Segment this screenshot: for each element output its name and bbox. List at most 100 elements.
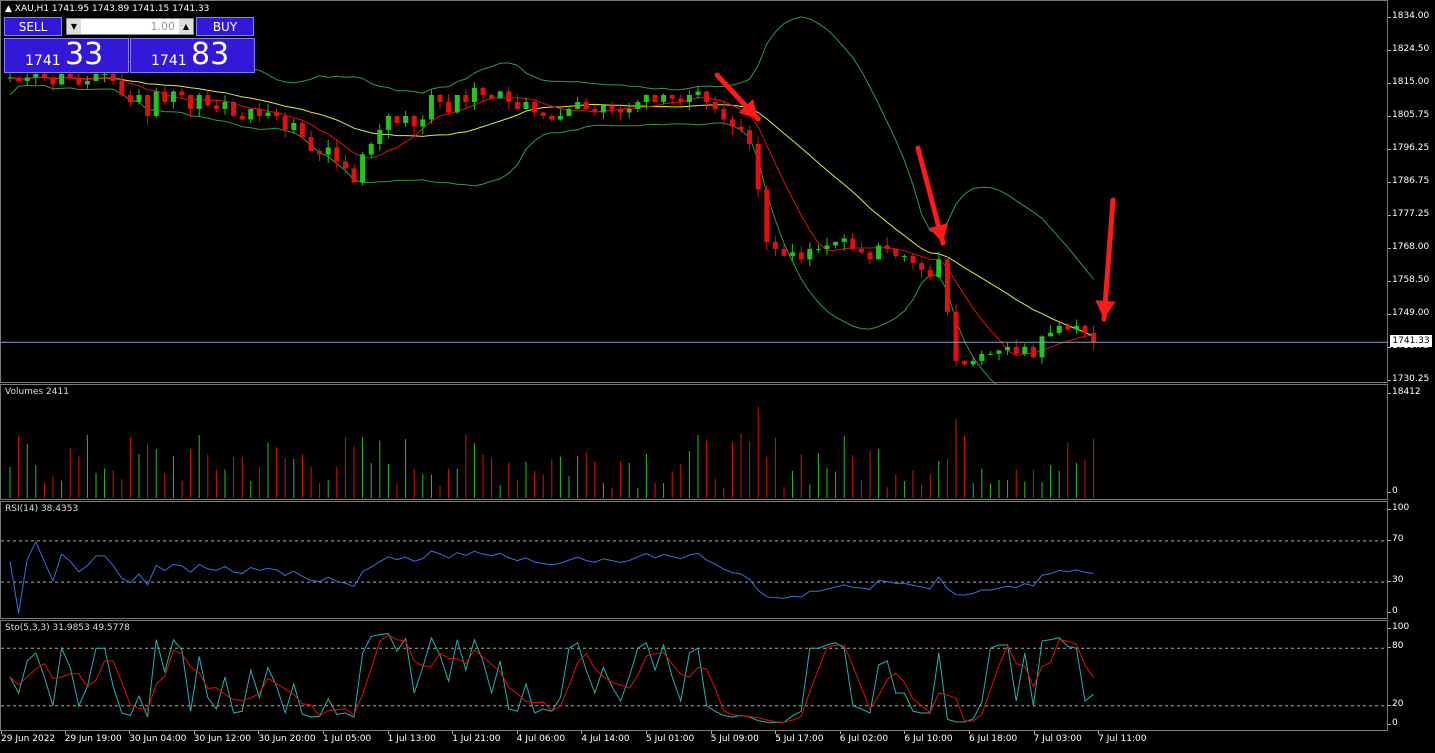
volumes-max-label: 18412 <box>1388 387 1421 397</box>
stochastic-signal-line <box>9 634 1095 723</box>
candle-body <box>463 94 469 102</box>
arrow-head <box>738 99 758 119</box>
rsi-tick-label: 70 <box>1387 533 1404 544</box>
candle-body <box>7 77 13 79</box>
candle-body <box>996 350 1002 354</box>
candle-body <box>239 115 245 120</box>
sell-button[interactable]: SELL <box>4 17 62 36</box>
time-tick-label: 5 Jul 01:00 <box>646 731 695 744</box>
candle-body <box>893 248 899 256</box>
candle-body <box>626 108 632 113</box>
sell-quote[interactable]: 1741 33 <box>4 37 129 73</box>
one-click-trading-panel: SELL ▼ 1.00 ▲ BUY 1741 33 1741 83 <box>4 17 256 74</box>
candle-body <box>807 248 813 260</box>
candle-body <box>755 143 761 190</box>
buy-quote[interactable]: 1741 83 <box>130 37 255 73</box>
lot-size-value[interactable]: 1.00 <box>150 20 176 33</box>
candle-body <box>145 94 151 116</box>
candle-body <box>772 241 778 249</box>
lot-size-field[interactable]: ▼ 1.00 ▲ <box>66 18 194 35</box>
price-tick-label: 1749.00 <box>1387 308 1430 318</box>
candle-body <box>635 101 641 109</box>
volumes-pane[interactable]: Volumes 2411 <box>0 384 1388 500</box>
buy-button[interactable]: BUY <box>196 17 254 36</box>
candle-body <box>127 94 133 102</box>
stochastic-tick-label: 100 <box>1387 622 1410 632</box>
candle-body <box>67 73 73 78</box>
lot-decrease-icon[interactable]: ▼ <box>67 19 81 34</box>
candle-body <box>489 94 495 99</box>
price-tick-label: 1805.75 <box>1387 110 1430 120</box>
candle-body <box>222 101 228 109</box>
candle-body <box>867 252 873 260</box>
candle-body <box>695 91 701 95</box>
candle-body <box>454 94 460 113</box>
candle-body <box>102 73 108 75</box>
candle-body <box>729 119 735 127</box>
candle-body <box>41 73 47 78</box>
candle-body <box>377 129 383 144</box>
candle-body <box>342 161 348 169</box>
candle-body <box>256 108 262 116</box>
candle-body <box>16 77 22 81</box>
candle-body <box>170 91 176 102</box>
candle-body <box>970 360 976 365</box>
candle-body <box>798 252 804 260</box>
candle-body <box>403 115 409 123</box>
buy-quote-pips: 83 <box>191 37 230 72</box>
candle-body <box>385 115 391 130</box>
rsi-axis: 100 70 30 0 <box>1387 501 1435 619</box>
candle-body <box>901 255 907 257</box>
time-tick-label: 4 Jul 14:00 <box>581 731 630 744</box>
time-tick-label: 1 Jul 21:00 <box>452 731 501 744</box>
stochastic-lines <box>1 633 1389 723</box>
time-tick-label: 29 Jun 2022 <box>1 731 56 744</box>
time-axis: 29 Jun 2022 29 Jun 19:00 30 Jun 04:00 30 Ju… <box>0 731 1388 753</box>
rsi-label: RSI(14) 38.4353 <box>5 504 79 514</box>
price-tick-label: 1824.50 <box>1387 44 1430 54</box>
candle-body <box>1065 325 1071 330</box>
candle-body <box>661 94 667 102</box>
candle-body <box>643 94 649 102</box>
candle-body <box>669 94 675 99</box>
candle-body <box>420 119 426 127</box>
lot-increase-icon[interactable]: ▲ <box>179 19 193 34</box>
candle-body <box>308 136 314 151</box>
arrow-head <box>1095 300 1116 319</box>
candle-body <box>686 94 692 102</box>
candle-body <box>1091 332 1097 343</box>
candle-body <box>678 98 684 102</box>
rsi-pane[interactable]: RSI(14) 38.4353 <box>0 501 1389 619</box>
moving-average-slow <box>9 77 1094 337</box>
candle-body <box>1082 325 1088 333</box>
symbol-header: ▲ XAU,H1 1741.95 1743.89 1741.15 1741.33 <box>5 4 210 14</box>
time-tick-label: 7 Jul 11:00 <box>1098 731 1147 744</box>
arrow-head <box>928 223 949 243</box>
candle-body <box>850 238 856 249</box>
candle-body <box>1005 346 1011 351</box>
stochastic-pane[interactable]: Sto(5,3,3) 31.9853 49.5778 <box>0 620 1389 731</box>
candle-body <box>274 112 280 116</box>
candle-body <box>282 115 288 130</box>
candle-body <box>59 73 65 85</box>
candle-body <box>153 91 159 116</box>
time-tick-label: 4 Jul 06:00 <box>516 731 566 744</box>
candle-body <box>33 73 39 78</box>
candle-body <box>265 112 271 116</box>
candle-body <box>833 241 839 246</box>
time-tick-label: 5 Jul 17:00 <box>775 731 824 744</box>
annotation-arrow <box>714 72 761 122</box>
time-tick-label: 29 Jun 19:00 <box>64 731 122 744</box>
candle-body <box>110 73 116 81</box>
candle-body <box>927 269 933 277</box>
candle-body <box>84 80 90 85</box>
candle-body <box>953 311 959 361</box>
price-axis: 1834.00 1824.50 1815.00 1805.75 1796.25 1786.… <box>1387 0 1435 384</box>
candle-body <box>1030 346 1036 358</box>
rsi-tick-label: 30 <box>1387 575 1404 586</box>
candle-body <box>1056 325 1062 333</box>
candle-body <box>712 101 718 109</box>
candle-body <box>360 154 366 183</box>
candle-body <box>600 105 606 113</box>
candle-body <box>815 248 821 250</box>
